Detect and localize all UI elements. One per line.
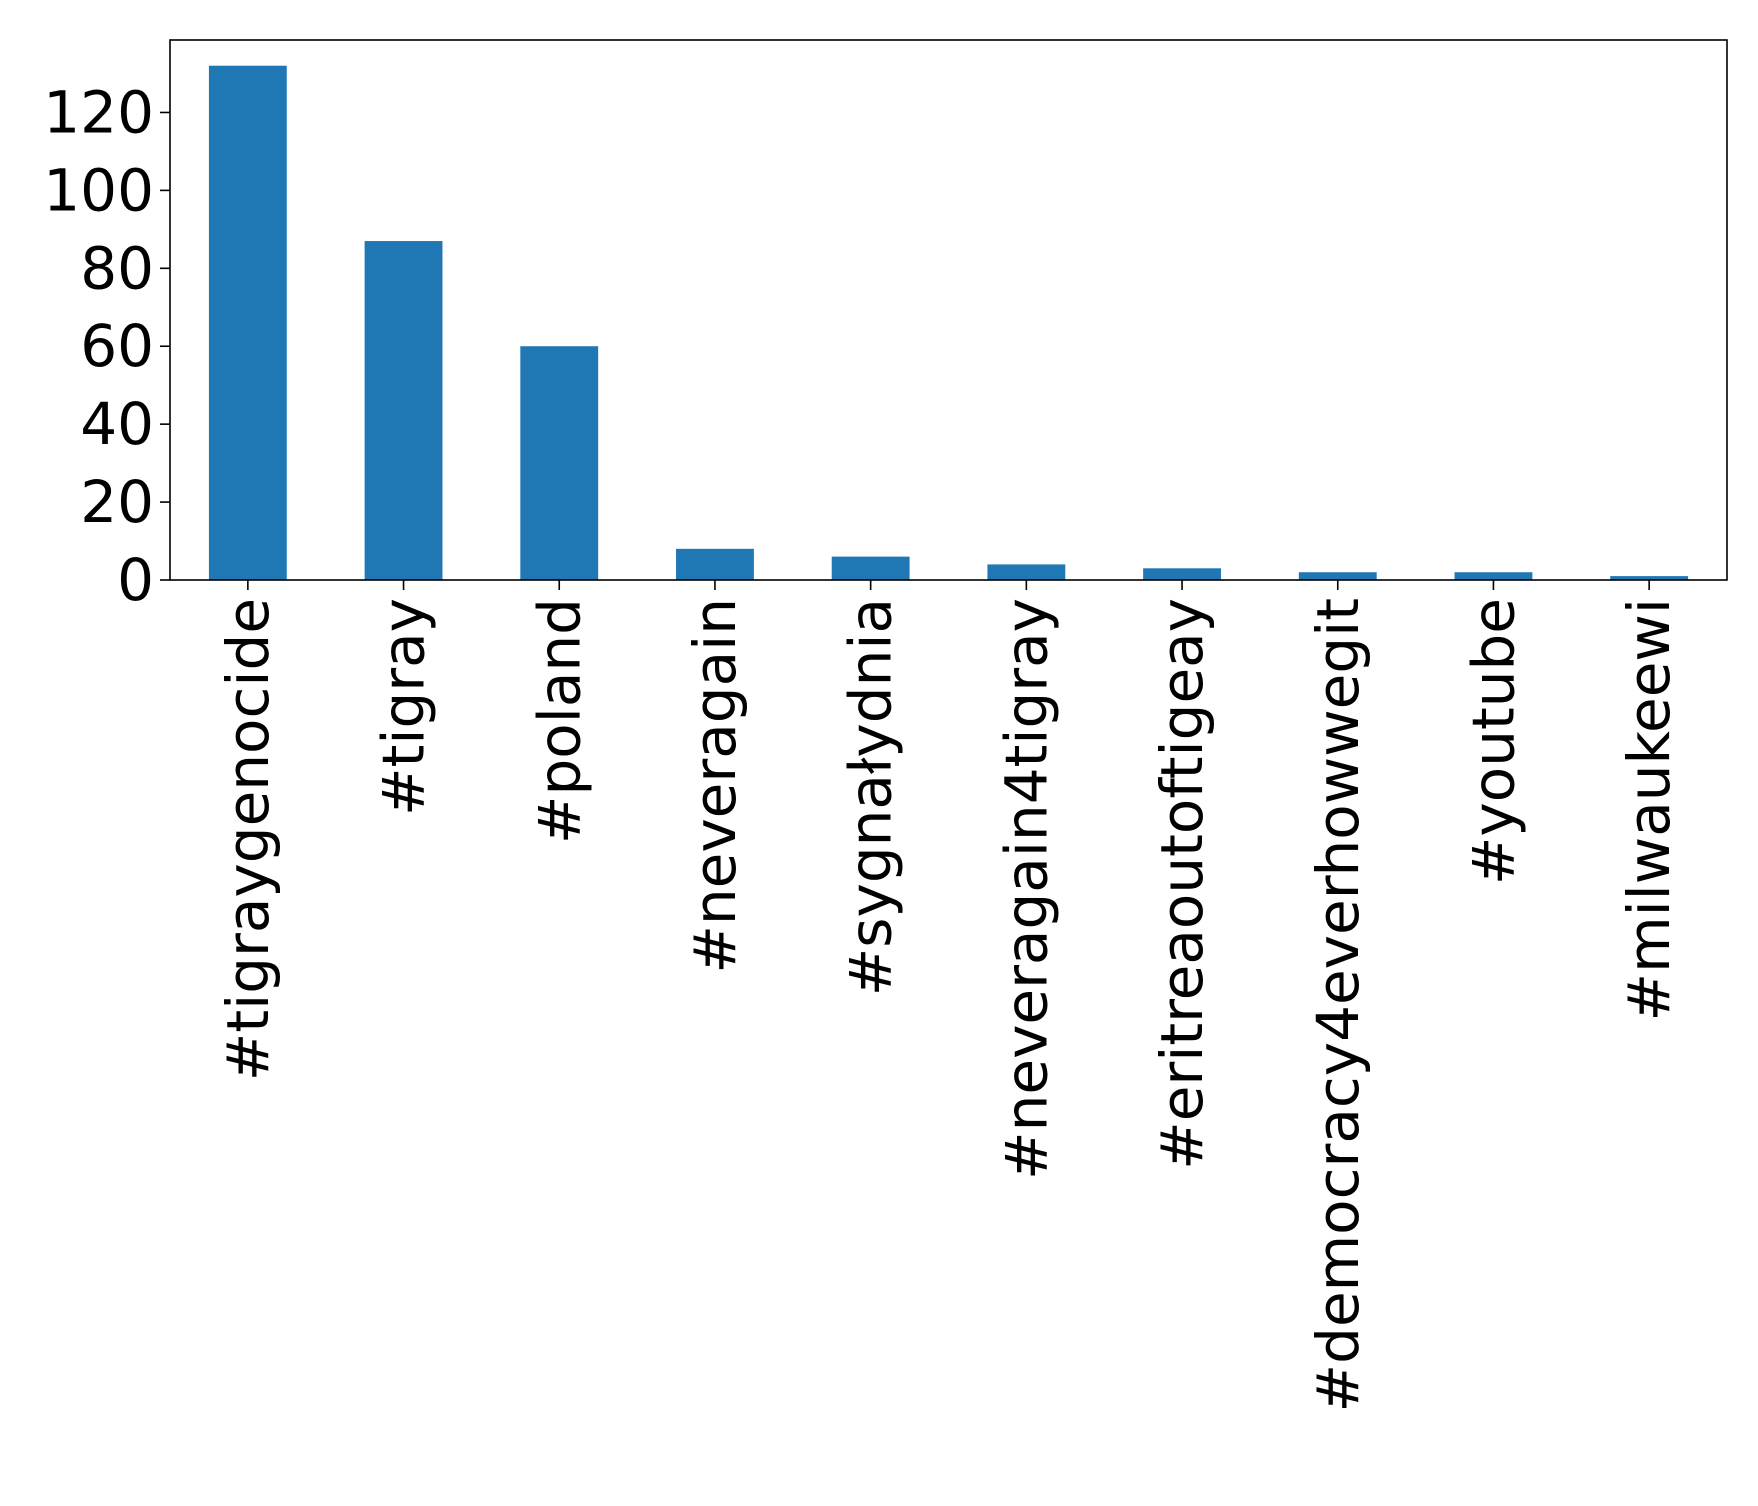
y-tick-label-5: 100: [43, 156, 154, 224]
x-tick-label-9: #milwaukeewi: [1615, 598, 1683, 1022]
x-tick-label-4: #sygnałydnia: [837, 598, 905, 996]
bar-3: [676, 548, 754, 580]
x-tick-label-6: #eritreaoutoftigeay: [1148, 598, 1216, 1170]
y-axis: 0 20 40 60 80 100 120: [43, 78, 170, 614]
x-tick-label-0: #tigraygenocide: [214, 598, 282, 1081]
bar-0: [208, 65, 287, 580]
x-tick-label-7: #democracy4everhowwegit: [1304, 598, 1372, 1412]
bars-group: [208, 65, 1689, 581]
bar-1: [364, 241, 443, 581]
x-tick-label-2: #poland: [525, 598, 593, 844]
y-tick-label-4: 80: [80, 234, 154, 302]
y-tick-label-1: 20: [80, 468, 154, 536]
bar-7: [1298, 572, 1377, 580]
y-tick-label-3: 60: [80, 312, 154, 380]
bar-4: [831, 556, 910, 580]
x-tick-label-3: #neveragain: [681, 598, 749, 974]
x-tick-label-8: #youtube: [1459, 598, 1527, 885]
x-tick-label-1: #tigray: [370, 598, 438, 816]
bar-5: [987, 564, 1066, 580]
y-tick-label-0: 0: [117, 546, 154, 614]
bar-2: [520, 346, 599, 580]
y-tick-label-2: 40: [80, 390, 154, 458]
bar-6: [1143, 568, 1221, 580]
plot-frame: [169, 39, 1728, 581]
bar-8: [1454, 572, 1533, 580]
x-axis: #tigraygenocide #tigray #poland #neveragain…: [214, 580, 1683, 1412]
y-tick-label-6: 120: [43, 78, 154, 146]
x-tick-label-5: #neveragain4tigray: [992, 598, 1060, 1180]
bar-9: [1610, 576, 1689, 580]
